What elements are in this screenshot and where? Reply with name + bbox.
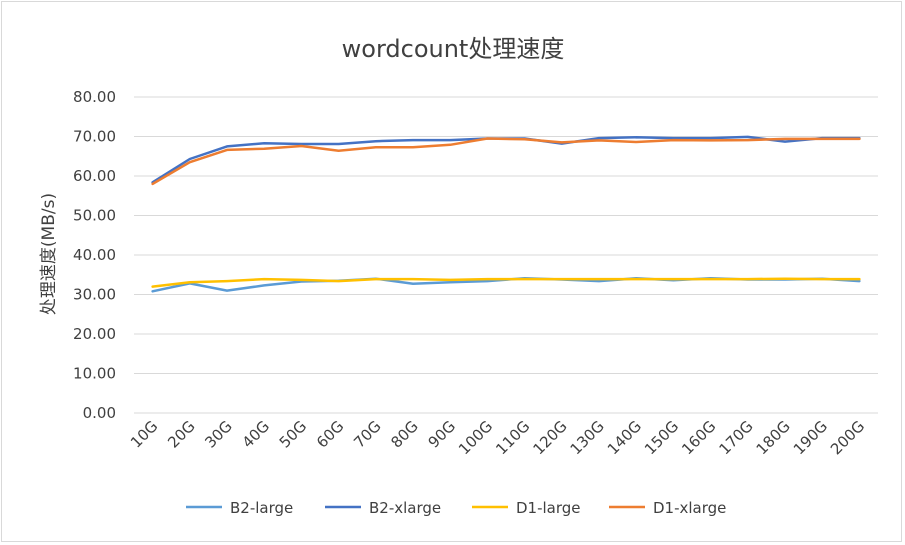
x-tick-labels: 10G 20G 30G 40G 50G 60G 70G 80G 90G100G110G120G1…: [127, 417, 868, 458]
series-line-d1-large: [151, 277, 861, 288]
y-tick-label: 60.00: [73, 167, 116, 185]
y-tick-label: 50.00: [73, 207, 116, 225]
x-tick-label: 80G: [387, 417, 421, 451]
x-tick-label: 20G: [164, 417, 198, 451]
x-tick-label: 160G: [678, 417, 719, 458]
x-tick-label: 60G: [313, 417, 347, 451]
legend-item-d1-xlarge: D1-xlarge: [609, 499, 726, 517]
x-tick-label: 90G: [425, 417, 459, 451]
y-tick-label: 30.00: [73, 286, 116, 304]
legend: B2-large B2-xlarge D1-large D1-xlarge: [186, 499, 726, 517]
legend-label: D1-xlarge: [653, 499, 726, 517]
x-tick-label: 150G: [641, 417, 682, 458]
x-tick-label: 30G: [201, 417, 235, 451]
legend-item-b2-large: B2-large: [186, 499, 293, 517]
x-tick-label: 140G: [604, 417, 645, 458]
x-tick-label: 170G: [715, 417, 756, 458]
legend-label: B2-xlarge: [369, 499, 441, 517]
y-tick-labels: 0.00 10.00 20.00 30.00 40.00 50.00 60.00 70.00 8…: [73, 88, 116, 422]
y-tick-label: 80.00: [73, 88, 116, 106]
series-layer: [151, 135, 861, 293]
y-tick-label: 0.00: [83, 404, 116, 422]
x-tick-label: 40G: [239, 417, 273, 451]
grid-layer: [134, 96, 878, 414]
chart-title: wordcount处理速度: [342, 35, 565, 63]
legend-label: B2-large: [230, 499, 293, 517]
x-tick-label: 70G: [350, 417, 384, 451]
x-tick-label: 180G: [753, 417, 794, 458]
x-tick-label: 120G: [529, 417, 570, 458]
legend-label: D1-large: [516, 499, 581, 517]
legend-item-b2-xlarge: B2-xlarge: [325, 499, 441, 517]
y-tick-label: 20.00: [73, 325, 116, 343]
x-tick-label: 10G: [127, 417, 161, 451]
series-line-b2-xlarge: [151, 135, 861, 184]
x-tick-label: 190G: [790, 417, 831, 458]
y-tick-label: 70.00: [73, 128, 116, 146]
x-tick-label: 110G: [492, 417, 533, 458]
series-line-d1-xlarge: [151, 137, 861, 186]
y-axis-label: 处理速度(MB/s): [39, 193, 59, 315]
legend-item-d1-large: D1-large: [472, 499, 581, 517]
x-tick-label: 100G: [455, 417, 496, 458]
x-tick-label: 200G: [827, 417, 868, 458]
y-tick-label: 40.00: [73, 246, 116, 264]
x-tick-label: 50G: [276, 417, 310, 451]
y-tick-label: 10.00: [73, 365, 116, 383]
x-tick-label: 130G: [567, 417, 608, 458]
